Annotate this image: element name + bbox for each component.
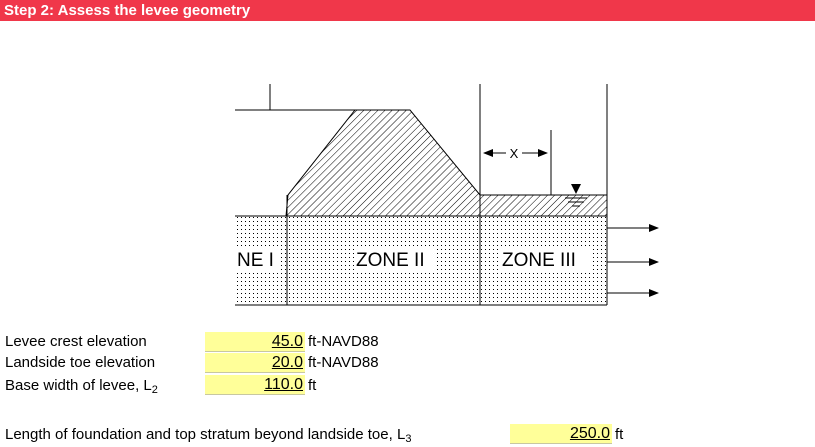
toe-elevation-label: Landside toe elevation [5,354,156,371]
zone-2-label: ZONE II [356,250,425,271]
foundation-length-unit: ft [615,426,624,443]
base-width-label: Base width of levee, L2 [5,377,158,396]
foundation-length-value: 250.0 [569,425,610,442]
base-width-value: 110.0 [264,376,303,393]
base-width-label-text: Base width of levee, L [5,377,152,394]
toe-elevation-input[interactable]: 20.0 [205,353,305,373]
levee-embankment [285,109,608,217]
toe-elevation-unit: ft-NAVD88 [308,354,379,371]
foundation-length-subscript: 3 [405,433,412,445]
foundation-length-input[interactable]: 250.0 [510,424,612,444]
crest-elevation-label: Levee crest elevation [5,333,147,350]
base-width-subscript: 2 [151,384,158,396]
x-dimension-label: X [510,146,519,161]
crest-elevation-unit: ft-NAVD88 [308,333,379,350]
base-width-input[interactable]: 110.0 [205,375,305,395]
crest-elevation-input[interactable]: 45.0 [205,332,305,352]
crest-elevation-value: 45.0 [271,333,303,350]
water-level-icon [571,184,581,194]
foundation-length-label: Length of foundation and top stratum bey… [5,426,412,445]
zone-1-label: NE I [237,250,274,271]
foundation-length-label-text: Length of foundation and top stratum bey… [5,426,406,443]
toe-elevation-value: 20.0 [271,354,303,371]
base-width-unit: ft [308,377,317,394]
zone-3-label: ZONE III [502,250,576,271]
step-header: Step 2: Assess the levee geometry [0,0,815,21]
